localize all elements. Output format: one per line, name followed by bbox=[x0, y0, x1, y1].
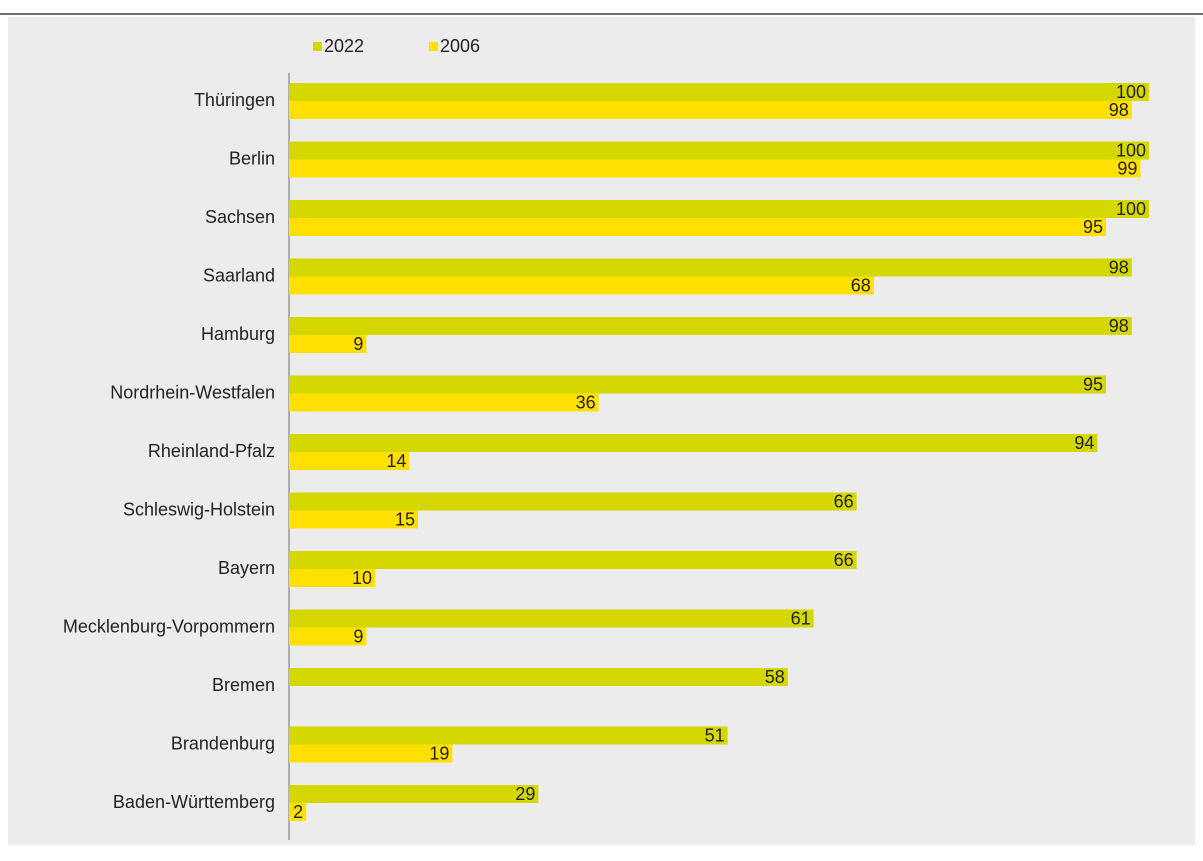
bar-2022 bbox=[289, 317, 1132, 335]
bar-2022 bbox=[289, 141, 1149, 160]
bar-2006 bbox=[289, 159, 1141, 178]
category-label: Baden-Württemberg bbox=[113, 792, 275, 812]
value-label-2022: 98 bbox=[1109, 316, 1129, 336]
category-label: Berlin bbox=[229, 149, 275, 169]
value-label-2006: 19 bbox=[429, 744, 449, 764]
category-label: Nordrhein-Westfalen bbox=[110, 383, 275, 403]
top-rule bbox=[0, 0, 1203, 15]
category-label: Sachsen bbox=[205, 207, 275, 227]
legend-swatch-2022 bbox=[313, 42, 322, 51]
legend-swatch-2006 bbox=[429, 42, 438, 51]
value-label-2022: 66 bbox=[834, 492, 854, 512]
bar-2006 bbox=[289, 218, 1106, 236]
legend-label-2022: 2022 bbox=[324, 36, 364, 56]
value-label-2006: 99 bbox=[1117, 159, 1137, 179]
bar-2006 bbox=[289, 393, 599, 412]
category-label: Hamburg bbox=[201, 324, 275, 344]
category-label: Saarland bbox=[203, 266, 275, 286]
bar-2022 bbox=[289, 434, 1098, 452]
value-label-2022: 100 bbox=[1116, 82, 1146, 102]
value-label-2006: 36 bbox=[576, 393, 596, 413]
bar-2006 bbox=[289, 276, 874, 295]
bar-2006 bbox=[289, 452, 410, 470]
category-label: Bayern bbox=[218, 558, 275, 578]
legend-label-2006: 2006 bbox=[440, 36, 480, 56]
bar-2022 bbox=[289, 785, 539, 803]
value-label-2006: 98 bbox=[1109, 100, 1129, 120]
category-label: Schleswig-Holstein bbox=[123, 500, 275, 520]
category-label: Mecklenburg-Vorpommern bbox=[63, 617, 275, 637]
bar-2022 bbox=[289, 83, 1149, 101]
category-label: Brandenburg bbox=[171, 734, 275, 754]
value-label-2022: 66 bbox=[834, 550, 854, 570]
bar-2022 bbox=[289, 551, 857, 569]
value-label-2006: 95 bbox=[1083, 217, 1103, 237]
chart-panel: 2022 2006 Thüringen 100 98 Berlin 100 99 Sachsen… bbox=[8, 17, 1195, 845]
bar-2022 bbox=[289, 375, 1106, 394]
value-label-2006: 14 bbox=[386, 451, 406, 471]
value-label-2006: 10 bbox=[352, 568, 372, 588]
value-label-2022: 58 bbox=[765, 667, 785, 687]
value-label-2006: 9 bbox=[353, 627, 363, 647]
value-label-2006: 2 bbox=[293, 802, 303, 822]
bar-2006 bbox=[289, 101, 1132, 119]
bar-2022 bbox=[289, 200, 1149, 218]
value-label-2022: 98 bbox=[1109, 258, 1129, 278]
bar-2006 bbox=[289, 569, 375, 587]
value-label-2006: 9 bbox=[353, 334, 363, 354]
category-label: Bremen bbox=[212, 675, 275, 695]
category-label: Rheinland-Pfalz bbox=[148, 441, 275, 461]
bar-2006 bbox=[289, 803, 307, 821]
category-label: Thüringen bbox=[194, 90, 275, 110]
bar-2022 bbox=[289, 726, 728, 745]
bar-2022 bbox=[289, 609, 814, 628]
value-label-2006: 68 bbox=[851, 276, 871, 296]
value-label-2022: 29 bbox=[515, 784, 535, 804]
bar-2006 bbox=[289, 335, 367, 353]
value-label-2022: 61 bbox=[791, 609, 811, 629]
value-label-2006: 15 bbox=[395, 510, 415, 530]
bar-2006 bbox=[289, 510, 418, 529]
bar-2022 bbox=[289, 668, 788, 686]
value-label-2022: 95 bbox=[1083, 375, 1103, 395]
value-label-2022: 94 bbox=[1074, 433, 1094, 453]
value-label-2022: 100 bbox=[1116, 141, 1146, 161]
value-label-2022: 51 bbox=[705, 726, 725, 746]
bar-2006 bbox=[289, 627, 367, 646]
bar-2022 bbox=[289, 258, 1132, 277]
value-label-2022: 100 bbox=[1116, 199, 1146, 219]
bar-2006 bbox=[289, 744, 453, 763]
bar-2022 bbox=[289, 492, 857, 511]
